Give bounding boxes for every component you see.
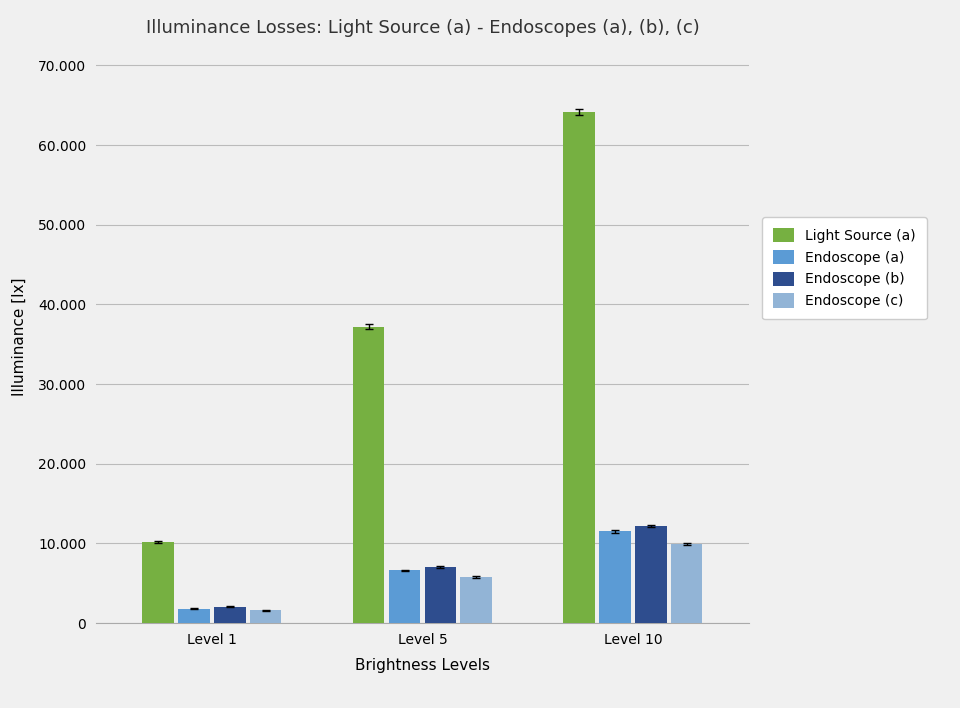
Bar: [564, 112, 595, 623]
Bar: [250, 610, 281, 623]
Bar: [353, 327, 385, 623]
Bar: [460, 577, 492, 623]
Bar: [389, 571, 420, 623]
Title: Illuminance Losses: Light Source (a) - Endoscopes (a), (b), (c): Illuminance Losses: Light Source (a) - E…: [146, 19, 699, 37]
Bar: [179, 609, 209, 623]
X-axis label: Brightness Levels: Brightness Levels: [355, 658, 490, 673]
Bar: [636, 526, 666, 623]
Bar: [599, 532, 631, 623]
Bar: [671, 544, 703, 623]
Legend: Light Source (a), Endoscope (a), Endoscope (b), Endoscope (c): Light Source (a), Endoscope (a), Endosco…: [762, 217, 927, 319]
Bar: [214, 607, 246, 623]
Bar: [424, 567, 456, 623]
Bar: [142, 542, 174, 623]
Y-axis label: Illuminance [lx]: Illuminance [lx]: [12, 277, 27, 396]
